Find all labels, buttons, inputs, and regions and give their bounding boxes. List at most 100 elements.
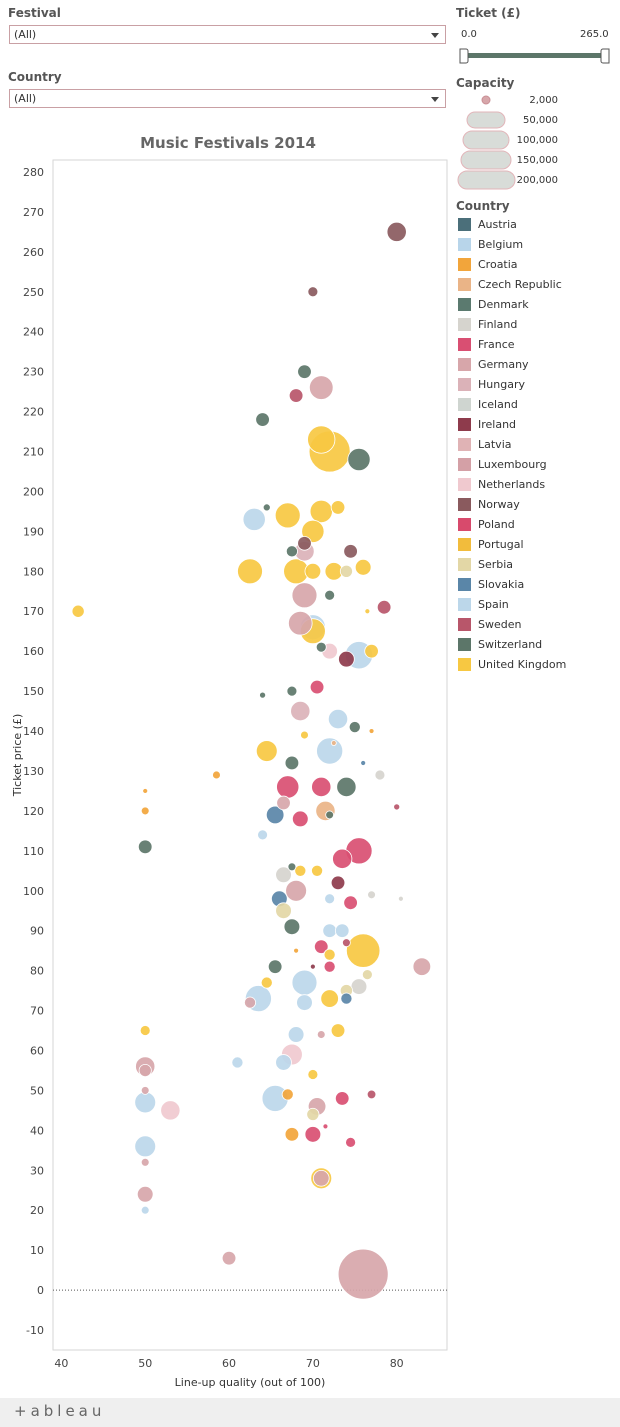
festival-bubble[interactable]: [343, 895, 358, 910]
ticket-range-slider[interactable]: [456, 46, 616, 66]
festival-bubble[interactable]: [330, 740, 337, 746]
legend-item[interactable]: Croatia: [458, 255, 518, 273]
festival-bubble[interactable]: [330, 500, 346, 515]
legend-item[interactable]: Serbia: [458, 555, 513, 573]
festival-bubble[interactable]: [286, 685, 298, 697]
festival-bubble[interactable]: [312, 1169, 330, 1187]
festival-bubble[interactable]: [337, 1248, 389, 1300]
festival-bubble[interactable]: [262, 503, 271, 512]
festival-bubble[interactable]: [300, 730, 309, 740]
festival-bubble[interactable]: [260, 976, 273, 989]
festival-bubble[interactable]: [140, 1086, 150, 1095]
legend-item[interactable]: Netherlands: [458, 475, 545, 493]
festival-bubble[interactable]: [259, 691, 267, 699]
festival-bubble[interactable]: [374, 769, 386, 781]
festival-bubble[interactable]: [412, 957, 432, 976]
legend-item[interactable]: Portugal: [458, 535, 524, 553]
festival-bubble[interactable]: [276, 775, 300, 799]
festival-bubble[interactable]: [139, 1025, 151, 1036]
festival-bubble[interactable]: [296, 994, 313, 1011]
festival-bubble[interactable]: [284, 755, 300, 771]
legend-item[interactable]: Belgium: [458, 235, 523, 253]
festival-bubble[interactable]: [255, 412, 270, 427]
country-dropdown[interactable]: (All): [9, 89, 446, 108]
festival-bubble[interactable]: [364, 643, 379, 659]
legend-item[interactable]: Spain: [458, 595, 509, 613]
festival-bubble[interactable]: [322, 1123, 329, 1130]
festival-bubble[interactable]: [311, 776, 332, 798]
festival-bubble[interactable]: [221, 1250, 237, 1266]
festival-bubble[interactable]: [345, 1136, 356, 1148]
festival-bubble[interactable]: [237, 558, 263, 585]
festival-bubble[interactable]: [324, 893, 336, 905]
legend-item[interactable]: Poland: [458, 515, 515, 533]
festival-bubble[interactable]: [316, 1030, 326, 1039]
festival-bubble[interactable]: [140, 1157, 150, 1167]
festival-bubble[interactable]: [334, 923, 350, 938]
festival-bubble[interactable]: [309, 499, 333, 523]
festival-bubble[interactable]: [366, 1089, 377, 1100]
festival-bubble[interactable]: [315, 641, 327, 653]
festival-bubble[interactable]: [364, 608, 371, 615]
festival-bubble[interactable]: [304, 1126, 322, 1143]
festival-bubble[interactable]: [231, 1056, 244, 1069]
festival-bubble[interactable]: [345, 933, 381, 968]
legend-item[interactable]: France: [458, 335, 515, 353]
festival-bubble[interactable]: [360, 760, 367, 766]
festival-bubble[interactable]: [257, 829, 268, 841]
festival-bubble[interactable]: [212, 770, 221, 780]
festival-bubble[interactable]: [288, 610, 313, 636]
festival-bubble[interactable]: [275, 1054, 292, 1071]
legend-item[interactable]: Germany: [458, 355, 529, 373]
legend-item[interactable]: Luxembourg: [458, 455, 547, 473]
festival-bubble[interactable]: [275, 866, 292, 884]
festival-bubble[interactable]: [287, 1026, 305, 1043]
legend-item[interactable]: Finland: [458, 315, 517, 333]
festival-bubble[interactable]: [393, 803, 401, 811]
festival-bubble[interactable]: [293, 947, 300, 954]
tableau-logo[interactable]: +ableau: [14, 1402, 106, 1420]
festival-bubble[interactable]: [330, 1023, 346, 1038]
festival-bubble[interactable]: [274, 502, 301, 529]
festival-bubble[interactable]: [323, 948, 336, 961]
festival-bubble[interactable]: [142, 788, 149, 794]
legend-item[interactable]: Sweden: [458, 615, 521, 633]
legend-item[interactable]: Switzerland: [458, 635, 542, 653]
festival-bubble[interactable]: [307, 1069, 319, 1080]
legend-item[interactable]: United Kingdom: [458, 655, 566, 673]
festival-bubble[interactable]: [348, 721, 361, 734]
festival-bubble[interactable]: [309, 679, 325, 695]
festival-bubble[interactable]: [285, 545, 298, 558]
festival-bubble[interactable]: [267, 959, 283, 974]
festival-bubble[interactable]: [244, 996, 256, 1009]
legend-item[interactable]: Hungary: [458, 375, 525, 393]
legend-item[interactable]: Czech Republic: [458, 275, 562, 293]
festival-bubble[interactable]: [334, 1091, 350, 1106]
festival-bubble[interactable]: [339, 564, 353, 578]
legend-item[interactable]: Latvia: [458, 435, 512, 453]
slider-min-handle[interactable]: [459, 48, 469, 64]
festival-bubble[interactable]: [340, 992, 353, 1005]
festival-bubble[interactable]: [306, 1107, 320, 1121]
legend-item[interactable]: Slovakia: [458, 575, 524, 593]
festival-bubble[interactable]: [276, 795, 291, 811]
festival-bubble[interactable]: [311, 864, 324, 877]
festival-bubble[interactable]: [307, 286, 319, 298]
slider-max-handle[interactable]: [600, 48, 610, 64]
festival-bubble[interactable]: [324, 589, 336, 601]
festival-bubble[interactable]: [285, 879, 307, 902]
festival-bubble[interactable]: [309, 963, 316, 970]
festival-bubble[interactable]: [354, 559, 372, 576]
festival-bubble[interactable]: [316, 737, 344, 765]
festival-bubble[interactable]: [138, 1063, 152, 1077]
festival-bubble[interactable]: [265, 805, 285, 825]
festival-bubble[interactable]: [325, 810, 334, 820]
festival-bubble[interactable]: [281, 1088, 294, 1101]
festival-bubble[interactable]: [297, 536, 312, 551]
festival-bubble[interactable]: [71, 604, 85, 618]
festival-bubble[interactable]: [347, 447, 371, 472]
festival-bubble[interactable]: [136, 1185, 154, 1203]
festival-bubble[interactable]: [307, 425, 336, 454]
festival-bubble[interactable]: [338, 650, 355, 668]
legend-item[interactable]: Iceland: [458, 395, 518, 413]
